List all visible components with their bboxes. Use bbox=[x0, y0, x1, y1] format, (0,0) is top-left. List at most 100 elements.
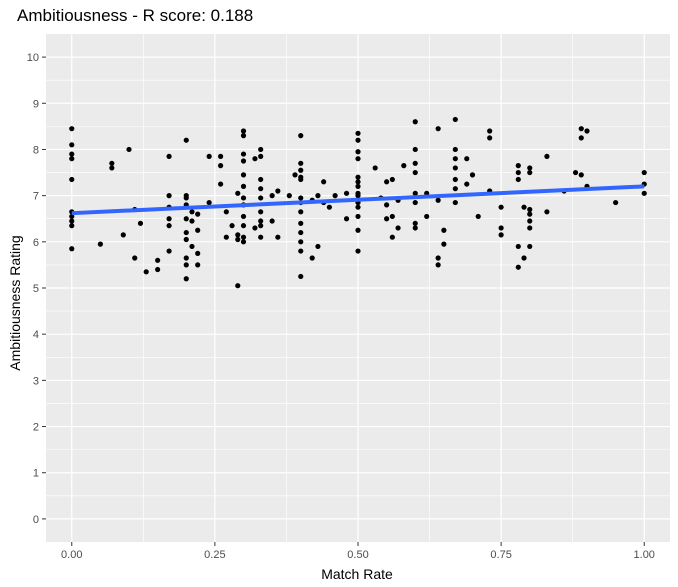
data-point bbox=[412, 190, 418, 196]
data-point bbox=[527, 211, 533, 217]
data-point bbox=[235, 232, 241, 238]
data-point bbox=[372, 165, 378, 171]
data-point bbox=[235, 236, 241, 243]
data-point bbox=[578, 135, 584, 141]
data-point bbox=[269, 218, 275, 224]
data-point bbox=[183, 195, 189, 201]
data-point bbox=[613, 199, 619, 206]
data-point bbox=[240, 234, 247, 240]
x-tick-label: 0.75 bbox=[490, 549, 511, 561]
data-point bbox=[395, 225, 401, 231]
x-tick-label: 0.50 bbox=[347, 549, 368, 561]
y-tick-label: 3 bbox=[33, 375, 39, 387]
data-point bbox=[355, 137, 361, 143]
data-point bbox=[258, 234, 264, 240]
data-point bbox=[412, 199, 418, 206]
y-axis-ticks: 0 1 2 3 4 5 6 7 8 9 10 bbox=[27, 52, 46, 526]
data-point bbox=[544, 209, 550, 215]
data-point bbox=[298, 176, 304, 183]
data-point bbox=[240, 213, 247, 220]
data-point bbox=[527, 169, 533, 176]
data-point bbox=[355, 156, 361, 162]
data-point bbox=[441, 227, 447, 233]
data-point bbox=[435, 255, 441, 261]
data-point bbox=[240, 133, 247, 139]
data-point bbox=[223, 209, 229, 215]
data-point bbox=[452, 186, 458, 192]
data-point bbox=[183, 236, 189, 243]
data-point bbox=[487, 128, 493, 134]
data-point bbox=[252, 156, 258, 162]
data-point bbox=[355, 130, 361, 136]
data-point bbox=[424, 213, 430, 220]
data-point bbox=[544, 153, 550, 159]
data-point bbox=[355, 204, 361, 210]
data-point bbox=[355, 149, 361, 155]
data-point bbox=[384, 179, 390, 185]
data-point bbox=[240, 239, 247, 245]
data-point bbox=[195, 227, 201, 233]
data-point bbox=[298, 229, 304, 236]
data-point bbox=[258, 209, 264, 215]
data-point bbox=[298, 133, 304, 139]
data-point bbox=[137, 220, 144, 226]
data-point bbox=[498, 232, 504, 238]
data-point bbox=[389, 234, 395, 240]
data-point bbox=[206, 153, 212, 159]
data-point bbox=[183, 229, 189, 236]
data-point bbox=[298, 239, 304, 245]
data-point bbox=[641, 169, 647, 176]
data-point bbox=[412, 160, 418, 166]
data-point bbox=[527, 165, 533, 171]
data-point bbox=[515, 243, 521, 250]
data-point bbox=[298, 273, 304, 280]
data-point bbox=[223, 234, 229, 240]
data-point bbox=[515, 163, 521, 169]
data-point bbox=[475, 213, 481, 220]
data-point bbox=[120, 232, 126, 238]
data-point bbox=[452, 199, 458, 206]
data-point bbox=[412, 146, 418, 153]
data-point bbox=[183, 262, 189, 268]
data-point bbox=[195, 262, 201, 268]
data-point bbox=[412, 220, 418, 226]
data-point bbox=[240, 195, 247, 201]
data-point bbox=[275, 234, 281, 240]
data-point bbox=[235, 190, 241, 196]
data-point bbox=[275, 188, 281, 194]
data-point bbox=[240, 151, 247, 157]
data-point bbox=[69, 151, 75, 157]
data-point bbox=[69, 223, 75, 229]
data-point bbox=[389, 213, 395, 220]
data-point bbox=[126, 146, 132, 153]
data-point bbox=[452, 176, 458, 183]
data-point bbox=[355, 227, 361, 233]
data-point bbox=[240, 183, 247, 189]
data-point bbox=[166, 248, 172, 254]
data-point bbox=[441, 241, 447, 247]
data-point bbox=[315, 243, 321, 250]
data-point bbox=[452, 165, 458, 171]
data-point bbox=[452, 146, 458, 153]
data-point bbox=[521, 204, 527, 210]
data-point bbox=[315, 193, 321, 199]
y-tick-label: 1 bbox=[33, 468, 39, 480]
data-point bbox=[578, 172, 584, 178]
data-point bbox=[343, 216, 350, 222]
data-point bbox=[97, 241, 103, 247]
data-point bbox=[298, 248, 304, 254]
data-point bbox=[515, 176, 521, 183]
data-point bbox=[69, 142, 75, 148]
data-point bbox=[269, 193, 275, 199]
data-point bbox=[487, 135, 493, 141]
data-point bbox=[469, 172, 476, 178]
data-point bbox=[143, 269, 149, 275]
data-point bbox=[240, 223, 247, 229]
x-tick-label: 0.00 bbox=[61, 549, 82, 561]
data-point bbox=[326, 204, 332, 210]
data-point bbox=[292, 172, 298, 178]
x-tick-label: 1.00 bbox=[634, 549, 655, 561]
data-point bbox=[412, 225, 418, 231]
data-point bbox=[189, 209, 195, 215]
